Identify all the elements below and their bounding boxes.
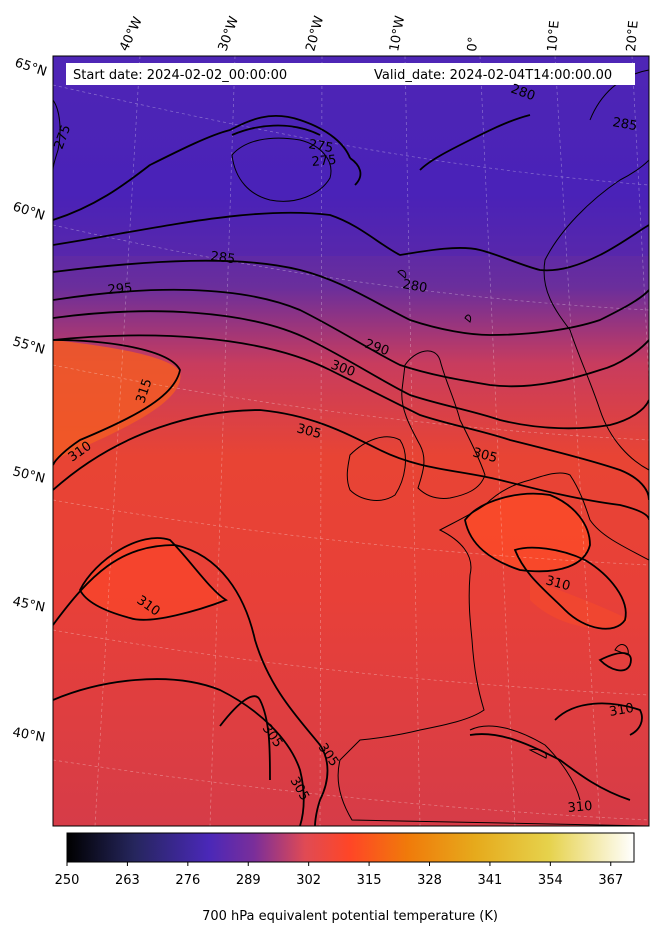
colorbar-tick-label: 250 [55,873,80,888]
contour-label: 315 [134,377,156,405]
lon-label: 30°W [216,14,242,53]
lon-label: 10°W [387,15,408,53]
valid-date-label: Valid_date: 2024-02-04T14:00:00.00 [374,68,612,83]
contour-label: 305 [471,445,499,466]
contour-label: 275 [311,153,337,170]
lon-label: 20°E [624,20,642,52]
colorbar-tick-label: 263 [115,873,140,888]
colorbar-tick-label: 328 [417,873,442,888]
colorbar-tick-label: 354 [538,873,563,888]
header-box [66,63,635,85]
colorbar-tick-label: 276 [175,873,200,888]
contour-label: 310 [567,799,593,816]
colorbar-gradient [66,832,635,863]
lat-label: 55°N [11,334,47,357]
contour-label: 285 [209,249,236,267]
colorbar-title: 700 hPa equivalent potential temperature… [202,909,498,924]
colorbar-ticks: 250 263 276 289 302 315 328 341 354 367 [55,862,623,888]
lat-label: 60°N [11,200,47,224]
contour-label: 305 [295,421,323,442]
lat-label: 50°N [11,464,46,486]
colorbar-tick-label: 289 [236,873,261,888]
contour-label: 280 [401,277,428,296]
contour-label: 275 [307,137,334,156]
isotherm-contours [53,114,649,826]
lat-label: 40°N [11,725,46,745]
map-field [53,56,649,826]
coastlines [53,69,649,826]
map-frame [52,55,650,827]
contour-label: 295 [107,281,133,298]
lon-label: 20°W [303,14,327,53]
contour-label: 310 [544,573,572,594]
lon-label: 0° [465,36,481,52]
contour-label: 310 [608,701,635,720]
colorbar-tick-label: 341 [478,873,503,888]
colorbar-tick-label: 315 [357,873,382,888]
colorbar-tick-label: 302 [296,873,321,888]
lon-label: 10°E [545,20,563,52]
longitude-labels: 40°W 30°W 20°W 10°W 0° 10°E 20°E [117,14,642,53]
start-date-label: Start date: 2024-02-02_00:00:00 [73,68,287,83]
contour-label: 285 [611,115,638,134]
lat-label: 65°N [13,56,49,80]
lon-label: 40°W [117,15,146,54]
latitude-labels: 65°N 60°N 55°N 50°N 45°N 40°N [11,56,49,746]
lat-label: 45°N [11,594,46,615]
colorbar-tick-label: 367 [598,873,623,888]
colorbar: 250 263 276 289 302 315 328 341 354 367 700 hPa e… [55,832,635,924]
